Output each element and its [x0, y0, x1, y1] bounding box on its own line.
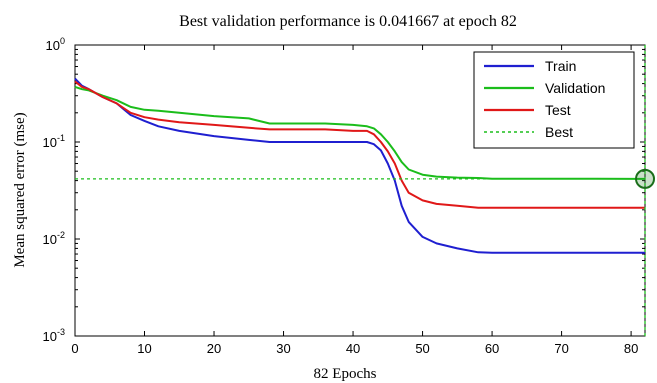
legend-box	[473, 51, 635, 149]
y-tick-label: 100	[46, 36, 65, 53]
y-tick-base: 10	[46, 38, 60, 53]
y-tick-base: 10	[43, 329, 57, 344]
y-tick-label: 10-2	[43, 230, 65, 247]
legend-label-validation: Validation	[545, 80, 605, 96]
chart-title: Best validation performance is 0.041667 …	[179, 13, 517, 30]
legend-label-train: Train	[545, 58, 576, 74]
best-marker	[635, 168, 655, 189]
x-tick-label: 50	[415, 341, 429, 356]
y-tick-exponent: 0	[60, 36, 65, 46]
y-tick-base: 10	[43, 135, 57, 150]
best-marker-group	[75, 45, 655, 336]
x-tick-label: 20	[207, 341, 221, 356]
x-tick-label: 70	[554, 341, 568, 356]
x-tick-label: 10	[137, 341, 151, 356]
legend-label-best: Best	[545, 124, 573, 140]
x-tick-label: 80	[624, 341, 638, 356]
series-line-train	[74, 77, 645, 254]
y-tick-exponent: -3	[57, 327, 65, 337]
series-line-test	[74, 80, 645, 209]
y-tick-base: 10	[43, 232, 57, 247]
x-tick-label: 0	[71, 341, 78, 356]
legend-label-test: Test	[545, 102, 571, 118]
series-line-validation	[74, 85, 646, 180]
series-lines	[74, 77, 646, 254]
x-tick-label: 40	[346, 341, 360, 356]
y-axis-label: Mean squared error (mse)	[12, 112, 28, 267]
x-tick-label: 60	[485, 341, 499, 356]
y-tick-label: 10-3	[43, 327, 65, 344]
y-tick-exponent: -1	[57, 133, 65, 143]
y-tick-exponent: -2	[57, 230, 65, 240]
x-axis: 0 10 20 30 40 50 60 70 80	[71, 45, 638, 356]
y-tick-label: 10-1	[43, 133, 65, 150]
legend: Train Validation Test Best	[473, 51, 635, 149]
x-axis-label: 82 Epochs	[314, 366, 377, 382]
x-tick-label: 30	[276, 341, 290, 356]
